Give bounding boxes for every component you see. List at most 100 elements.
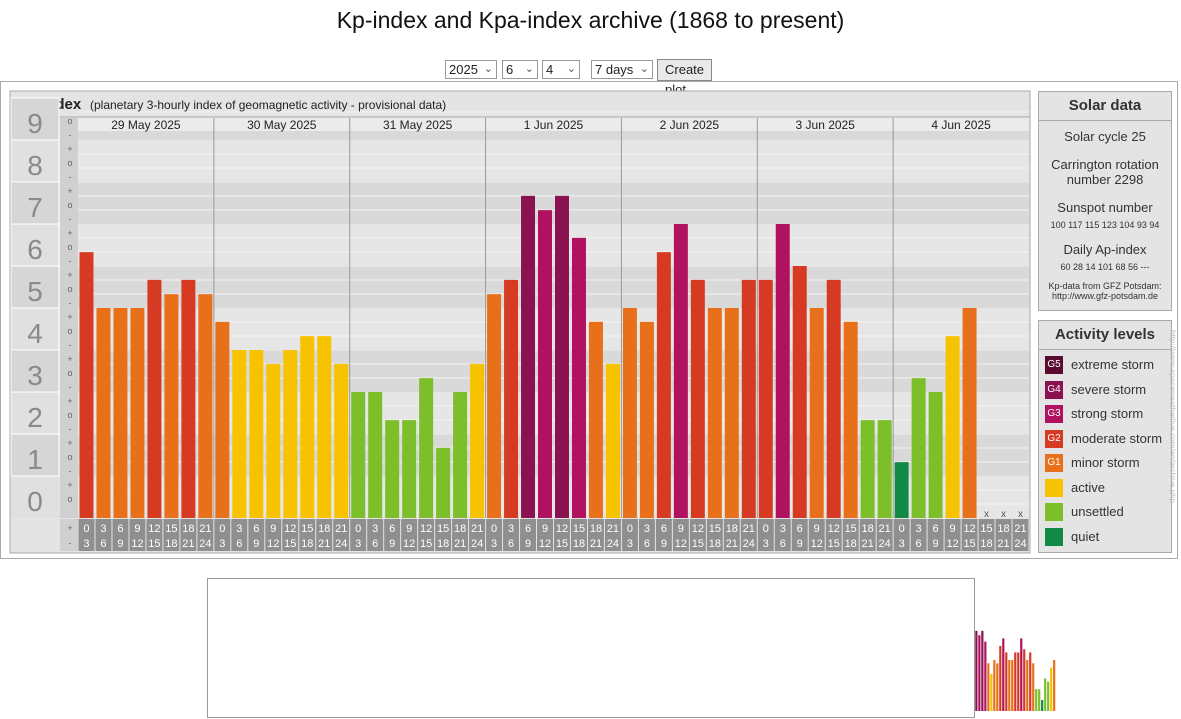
mini-kp-bar	[1047, 681, 1050, 711]
hour-start-label: 21	[743, 523, 755, 535]
y-tick-label: 8	[27, 150, 43, 181]
hour-end-label: 6	[780, 538, 786, 550]
hour-end-label: 12	[131, 538, 143, 550]
chevron-down-icon: ⌄	[524, 63, 534, 75]
hour-start-label: 18	[862, 523, 874, 535]
kp-plot-frame	[0, 81, 1178, 559]
month-value: 6	[506, 62, 514, 77]
mini-kp-bar	[1020, 638, 1023, 711]
hour-end-label: 3	[899, 538, 905, 550]
month-select[interactable]: 6 ⌄	[502, 60, 538, 79]
kp-bar	[368, 392, 383, 518]
hour-start-label: 15	[165, 523, 177, 535]
hour-start-label: 12	[828, 523, 840, 535]
hour-cell	[791, 519, 808, 551]
hour-cell	[486, 519, 503, 551]
kp-bar	[181, 279, 196, 518]
kp-bar	[453, 392, 468, 518]
hour-cell	[774, 519, 791, 551]
hour-end-label: 3	[355, 538, 361, 550]
mini-kp-bar	[1011, 660, 1014, 711]
kp-bar	[79, 252, 94, 518]
plot-band	[78, 131, 1029, 140]
mini-kp-bar	[1023, 649, 1026, 711]
kp-bar	[232, 350, 247, 518]
hour-cell	[689, 519, 706, 551]
hour-cell	[418, 519, 435, 551]
hour-cell	[554, 519, 570, 551]
hour-end-label: 12	[403, 538, 415, 550]
mini-kp-bar	[1032, 663, 1035, 711]
hour-cell	[876, 519, 893, 551]
hour-end-label: 12	[811, 538, 823, 550]
hour-cell	[927, 519, 944, 551]
hour-cell	[129, 519, 146, 551]
y-tick-label: 2	[27, 402, 43, 433]
sub-tick-label: -	[69, 130, 72, 140]
hour-cell	[231, 519, 248, 551]
activity-level-swatch: G4	[1045, 380, 1063, 399]
missing-marker: x	[1018, 509, 1023, 520]
activity-level-swatch: G2	[1045, 429, 1063, 448]
mini-kp-bar	[1038, 689, 1041, 711]
hour-end-label: 18	[573, 538, 585, 550]
kp-bar	[945, 336, 960, 518]
kp-bar	[639, 321, 654, 518]
source-line1: Kp-data from GFZ Potsdam:	[1048, 281, 1162, 291]
day-select[interactable]: 4 ⌄	[542, 60, 580, 79]
sub-tick-label: -	[69, 538, 72, 548]
ap-label: Daily Ap-index	[1063, 242, 1147, 257]
period-select[interactable]: 7 days ⌄	[591, 60, 653, 79]
kp-bar	[130, 308, 145, 518]
kp-bar	[283, 350, 298, 518]
day-label: 1 Jun 2025	[524, 118, 584, 132]
mini-kp-bar	[1026, 660, 1029, 711]
hour-cell	[112, 519, 129, 551]
mini-kp-bar	[1041, 699, 1044, 711]
chevron-down-icon: ⌄	[566, 63, 576, 75]
hour-cell	[265, 519, 282, 551]
mini-kp-bar	[975, 630, 978, 711]
sub-tick-label: +	[67, 144, 72, 154]
kp-bar	[707, 308, 722, 518]
hour-end-label: 21	[862, 538, 874, 550]
sub-tick-label: +	[67, 480, 72, 490]
hour-start-label: 3	[780, 523, 786, 535]
hour-axis-corner	[60, 519, 78, 551]
hour-start-label: 9	[270, 523, 276, 535]
y-band	[10, 433, 60, 477]
hour-cell	[757, 519, 774, 551]
sub-tick-label: o	[67, 242, 72, 252]
hour-cell	[248, 519, 265, 551]
day-label: 30 May 2025	[247, 118, 317, 132]
year-select[interactable]: 2025 ⌄	[445, 60, 497, 79]
y-band	[10, 97, 60, 141]
kp-bar	[147, 279, 162, 518]
hour-start-label: 6	[661, 523, 667, 535]
hour-start-label: 15	[301, 523, 313, 535]
hour-end-label: 15	[828, 538, 840, 550]
hour-end-label: 12	[946, 538, 958, 550]
sub-tick-label: -	[69, 214, 72, 224]
mini-kp-bar	[987, 663, 990, 711]
solar-cycle: Solar cycle 25	[1064, 129, 1146, 144]
y-band	[10, 139, 60, 183]
hour-cell	[95, 519, 112, 551]
month-overview-frame	[207, 578, 975, 718]
hour-end-label: 21	[997, 538, 1009, 550]
hour-start-label: 21	[199, 523, 211, 535]
sub-tick-label: +	[67, 396, 72, 406]
hour-end-label: 24	[743, 538, 755, 550]
hour-cell	[469, 519, 486, 551]
sub-tick-label: -	[69, 382, 72, 392]
hour-cell	[180, 519, 197, 551]
hour-end-label: 3	[763, 538, 769, 550]
sub-tick-label: +	[67, 228, 72, 238]
mini-kp-bar	[1035, 689, 1038, 711]
hour-cell	[893, 519, 910, 551]
hour-end-label: 9	[117, 538, 123, 550]
mini-kp-bar	[996, 663, 999, 711]
kp-bar	[622, 308, 637, 518]
mini-kp-bar	[1002, 638, 1005, 711]
y-tick-label: 0	[27, 486, 43, 517]
